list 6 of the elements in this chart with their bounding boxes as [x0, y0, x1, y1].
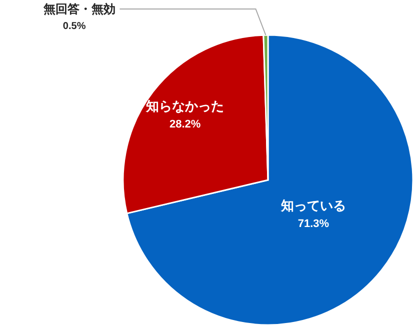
- slice-label: 無回答・無効: [42, 2, 116, 16]
- data-label: 0.5%: [62, 21, 86, 32]
- slice-label: 知っている: [280, 198, 346, 213]
- data-label: 71.3%: [298, 218, 330, 230]
- data-label: 28.2%: [170, 118, 201, 131]
- slice-label: 知らなかった: [145, 98, 224, 114]
